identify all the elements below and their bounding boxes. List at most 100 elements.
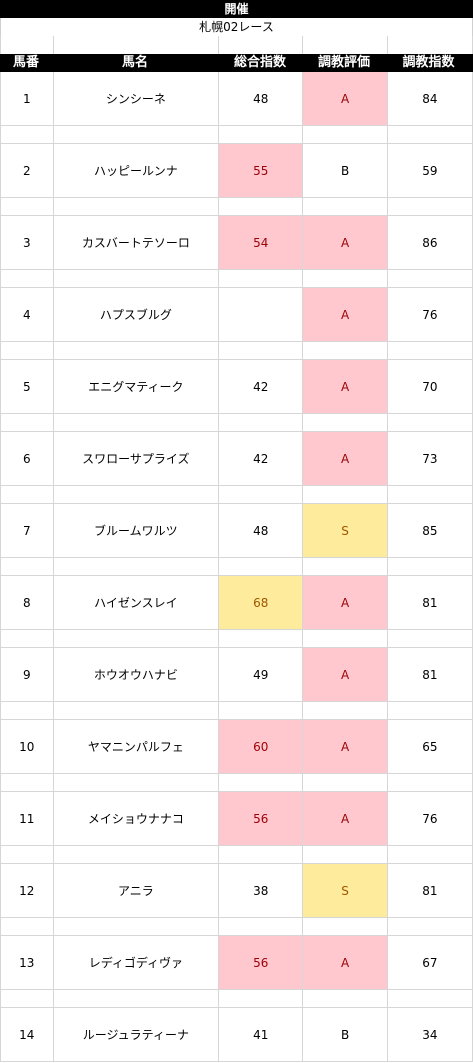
cell-total-index[interactable]: 42	[219, 432, 304, 486]
cell-training-index[interactable]: 76	[387, 288, 473, 342]
spacer-row	[0, 774, 473, 792]
cell-training-index[interactable]: 76	[387, 792, 473, 846]
cell-training-index[interactable]: 59	[387, 144, 473, 198]
cell-horse-number[interactable]: 2	[0, 144, 54, 198]
spacer-cell	[219, 918, 304, 936]
table-row[interactable]: 11 メイショウナナコ 56 A 76	[0, 792, 473, 846]
cell-total-index[interactable]: 56	[219, 936, 304, 990]
cell-training-rating[interactable]: A	[303, 792, 388, 846]
table-row[interactable]: 12 アニラ 38 S 81	[0, 864, 473, 918]
cell-training-rating[interactable]: A	[303, 576, 388, 630]
cell-horse-name[interactable]: ホウオウハナビ	[53, 648, 220, 702]
cell-training-index[interactable]: 81	[387, 864, 473, 918]
spacer-row	[0, 990, 473, 1008]
cell-total-index[interactable]: 55	[219, 144, 304, 198]
cell-horse-number[interactable]: 9	[0, 648, 54, 702]
cell-horse-name[interactable]: ハプスブルグ	[53, 288, 220, 342]
cell-total-index[interactable]: 48	[219, 504, 304, 558]
cell-horse-name[interactable]: スワローサプライズ	[53, 432, 220, 486]
cell-total-index[interactable]: 54	[219, 216, 304, 270]
cell-total-index[interactable]: 56	[219, 792, 304, 846]
cell-horse-name[interactable]: シンシーネ	[53, 72, 220, 126]
cell-training-index[interactable]: 84	[387, 72, 473, 126]
spacer-cell	[219, 558, 304, 576]
cell-horse-number[interactable]: 4	[0, 288, 54, 342]
cell-training-index[interactable]: 67	[387, 936, 473, 990]
spacer-cell	[0, 486, 54, 504]
cell-training-index[interactable]: 86	[387, 216, 473, 270]
cell-training-rating[interactable]: S	[303, 864, 388, 918]
cell-training-rating[interactable]: A	[303, 72, 388, 126]
table-row[interactable]: 3 カスバートテソーロ 54 A 86	[0, 216, 473, 270]
cell-horse-name[interactable]: レディゴディヴァ	[53, 936, 220, 990]
cell-training-rating[interactable]: A	[303, 432, 388, 486]
table-row[interactable]: 5 エニグマティーク 42 A 70	[0, 360, 473, 414]
spacer-cell	[53, 918, 220, 936]
table-row[interactable]: 14 ルージュラティーナ 41 B 34	[0, 1008, 473, 1062]
table-row[interactable]: 6 スワローサプライズ 42 A 73	[0, 432, 473, 486]
cell-horse-number[interactable]: 1	[0, 72, 54, 126]
cell-total-index[interactable]	[219, 288, 304, 342]
cell-training-rating[interactable]: A	[303, 288, 388, 342]
cell-training-index[interactable]: 70	[387, 360, 473, 414]
table-row[interactable]: 8 ハイゼンスレイ 68 A 81	[0, 576, 473, 630]
table-row[interactable]: 13 レディゴディヴァ 56 A 67	[0, 936, 473, 990]
cell-training-index[interactable]: 34	[387, 1008, 473, 1062]
table-row[interactable]: 9 ホウオウハナビ 49 A 81	[0, 648, 473, 702]
spacer-cell	[387, 846, 473, 864]
cell-horse-number[interactable]: 8	[0, 576, 54, 630]
cell-training-rating[interactable]: B	[303, 1008, 388, 1062]
cell-total-index[interactable]: 60	[219, 720, 304, 774]
cell-training-rating[interactable]: A	[303, 720, 388, 774]
spacer-cell	[219, 486, 304, 504]
cell-total-index[interactable]: 49	[219, 648, 304, 702]
cell-horse-name[interactable]: アニラ	[53, 864, 220, 918]
cell-horse-name[interactable]: カスバートテソーロ	[53, 216, 220, 270]
spacer-cell	[0, 630, 54, 648]
spacer-cell	[387, 270, 473, 288]
cell-horse-name[interactable]: エニグマティーク	[53, 360, 220, 414]
table-row[interactable]: 1 シンシーネ 48 A 84	[0, 72, 473, 126]
table-row[interactable]: 2 ハッピールンナ 55 B 59	[0, 144, 473, 198]
cell-horse-number[interactable]: 6	[0, 432, 54, 486]
cell-training-rating[interactable]: B	[303, 144, 388, 198]
cell-training-rating[interactable]: A	[303, 360, 388, 414]
cell-horse-name[interactable]: ハイゼンスレイ	[53, 576, 220, 630]
cell-horse-name[interactable]: ブルームワルツ	[53, 504, 220, 558]
cell-horse-name[interactable]: メイショウナナコ	[53, 792, 220, 846]
cell-training-index[interactable]: 81	[387, 576, 473, 630]
cell-horse-number[interactable]: 7	[0, 504, 54, 558]
cell-total-index[interactable]: 68	[219, 576, 304, 630]
cell-training-index[interactable]: 85	[387, 504, 473, 558]
cell-total-index[interactable]: 38	[219, 864, 304, 918]
cell-training-index[interactable]: 73	[387, 432, 473, 486]
cell-horse-number[interactable]: 13	[0, 936, 54, 990]
cell-total-index[interactable]: 42	[219, 360, 304, 414]
cell-training-rating[interactable]: A	[303, 216, 388, 270]
spacer-cell	[303, 630, 388, 648]
cell-horse-name[interactable]: ルージュラティーナ	[53, 1008, 220, 1062]
spacer-cell	[219, 990, 304, 1008]
spacer-cell	[219, 342, 304, 360]
spacer-cell	[303, 846, 388, 864]
cell-horse-number[interactable]: 14	[0, 1008, 54, 1062]
cell-training-index[interactable]: 65	[387, 720, 473, 774]
cell-horse-number[interactable]: 11	[0, 792, 54, 846]
cell-training-rating[interactable]: A	[303, 648, 388, 702]
table-row[interactable]: 10 ヤマニンパルフェ 60 A 65	[0, 720, 473, 774]
spacer-cell	[303, 774, 388, 792]
cell-horse-name[interactable]: ヤマニンパルフェ	[53, 720, 220, 774]
cell-total-index[interactable]: 48	[219, 72, 304, 126]
cell-horse-number[interactable]: 3	[0, 216, 54, 270]
cell-total-index[interactable]: 41	[219, 1008, 304, 1062]
cell-training-rating[interactable]: A	[303, 936, 388, 990]
cell-training-index[interactable]: 81	[387, 648, 473, 702]
column-header-training-rating: 調教評価	[317, 55, 370, 70]
table-row[interactable]: 4 ハプスブルグ A 76	[0, 288, 473, 342]
table-row[interactable]: 7 ブルームワルツ 48 S 85	[0, 504, 473, 558]
cell-horse-number[interactable]: 10	[0, 720, 54, 774]
cell-horse-number[interactable]: 5	[0, 360, 54, 414]
cell-training-rating[interactable]: S	[303, 504, 388, 558]
cell-horse-name[interactable]: ハッピールンナ	[53, 144, 220, 198]
cell-horse-number[interactable]: 12	[0, 864, 54, 918]
